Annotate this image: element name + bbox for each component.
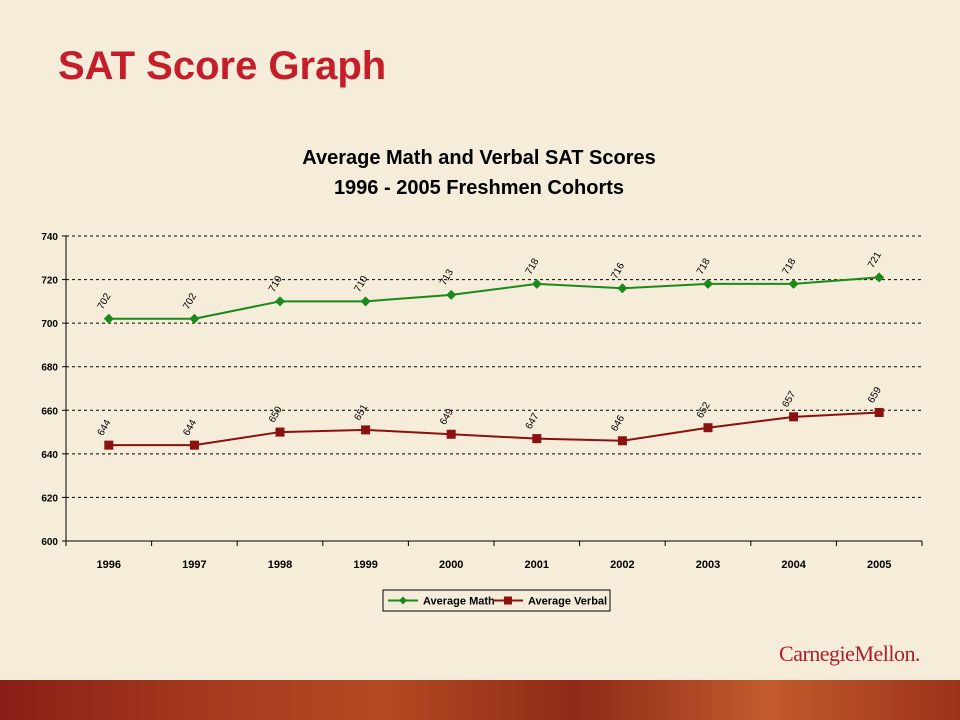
data-label: 710 (352, 274, 370, 294)
verbal-point (104, 440, 114, 450)
chart-title-line-1: Average Math and Verbal SAT Scores (302, 147, 655, 169)
data-label: 718 (780, 256, 798, 276)
y-tick-label: 680 (41, 363, 58, 374)
math-point (788, 278, 799, 289)
data-label: 702 (181, 291, 199, 311)
data-label: 651 (352, 402, 370, 422)
x-tick-label: 2003 (696, 559, 720, 571)
slide-title: SAT Score Graph (58, 44, 387, 88)
math-point (874, 272, 885, 283)
data-label: 713 (438, 267, 456, 287)
carnegie-mellon-logo: CarnegieMellon. (779, 641, 920, 666)
verbal-point (703, 423, 713, 433)
data-label: 710 (267, 274, 285, 294)
data-label: 659 (866, 385, 884, 405)
data-label: 644 (96, 418, 114, 438)
data-label: 650 (267, 404, 285, 424)
legend-label: Average Verbal (528, 596, 607, 608)
data-label: 649 (438, 407, 456, 427)
data-label: 646 (609, 413, 627, 433)
sat-line-chart: Average Math and Verbal SAT Scores 1996 … (41, 147, 923, 612)
y-tick-label: 600 (41, 537, 58, 548)
verbal-point (532, 434, 542, 444)
data-label: 718 (524, 256, 542, 276)
verbal-point (617, 436, 627, 446)
verbal-point (789, 412, 799, 422)
x-tick-label: 2001 (525, 559, 549, 571)
chart-title-line-2: 1996 - 2005 Freshmen Cohorts (334, 177, 624, 199)
data-label: 647 (524, 411, 542, 431)
x-tick-label: 1999 (353, 559, 377, 571)
verbal-point (275, 427, 285, 437)
math-point (703, 278, 713, 289)
data-label: 652 (695, 400, 713, 420)
math-point (189, 313, 200, 324)
series-line-math (108, 276, 880, 320)
x-tick-label: 1998 (268, 559, 292, 571)
footer-bar (0, 680, 960, 720)
data-label: 716 (609, 261, 627, 281)
y-tick-label: 700 (41, 319, 58, 330)
legend-box (382, 589, 611, 612)
math-point (531, 278, 542, 289)
y-tick-label: 640 (41, 450, 58, 461)
y-tick-label: 620 (41, 493, 58, 504)
verbal-point (446, 429, 456, 439)
x-tick-label: 2005 (867, 559, 891, 571)
x-tick-label: 2004 (781, 559, 806, 571)
math-point (275, 296, 285, 307)
verbal-point (361, 425, 371, 435)
x-tick-label: 2000 (439, 559, 463, 571)
y-tick-label: 720 (41, 276, 58, 287)
x-tick-label: 1997 (182, 559, 206, 571)
y-tick-label: 660 (41, 406, 58, 417)
verbal-point (189, 440, 199, 450)
chart-legend: Average Math Average Verbal (382, 589, 611, 612)
legend-label: Average Math (423, 596, 495, 608)
data-label: 644 (181, 418, 199, 438)
x-tick-label: 2002 (610, 559, 634, 571)
math-point (446, 289, 457, 300)
legend-marker-math (399, 596, 407, 605)
data-label: 721 (866, 250, 884, 270)
math-point (617, 283, 628, 294)
math-point (103, 313, 114, 324)
y-tick-label: 740 (41, 232, 58, 243)
math-point (360, 296, 371, 307)
x-tick-label: 1996 (97, 559, 121, 571)
verbal-point (874, 407, 884, 417)
legend-marker-verbal (504, 596, 512, 605)
series-line-verbal (108, 411, 880, 447)
data-label: 657 (780, 389, 798, 409)
data-label: 702 (96, 291, 114, 311)
data-label: 718 (695, 256, 713, 276)
